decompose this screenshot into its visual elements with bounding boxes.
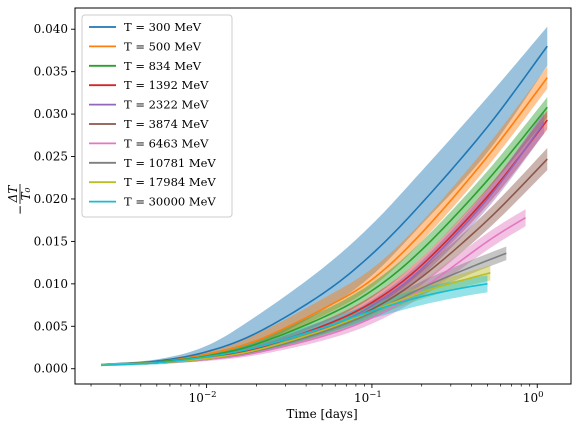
legend-label-3: T = 834 MeV	[124, 59, 202, 73]
y-tick-label-4: 0.015	[34, 234, 68, 248]
x-tick-exponent-2: −1	[369, 390, 382, 400]
x-tick-label-2: 10−1	[354, 390, 382, 405]
series-lines	[101, 45, 548, 367]
y-axis-title-denominator: T₀	[19, 187, 33, 200]
legend-label-4: T = 1392 MeV	[124, 78, 209, 92]
band-series-1	[101, 26, 548, 366]
axes: 0.000 0.005 0.010 0.015 0.020 0.025 0.030 0.035…	[6, 7, 572, 405]
y-tick-label-6: 0.025	[34, 150, 68, 164]
y-tick-label-8: 0.035	[34, 65, 68, 79]
plot-frame	[74, 7, 572, 385]
legend-box	[81, 14, 233, 218]
y-tick-label-3: 0.010	[34, 277, 68, 291]
legend-label-1: T = 300 MeV	[124, 20, 202, 34]
band-series-3	[101, 97, 548, 366]
x-axis-title: Time [days]	[286, 407, 357, 421]
y-tick-label-7: 0.030	[34, 107, 68, 121]
legend-label-7: T = 6463 MeV	[124, 136, 209, 150]
y-axis-title-numerator: ΔT	[6, 185, 20, 204]
line-series-1	[101, 45, 548, 366]
x-tick-label-3: 100	[523, 390, 544, 405]
y-tick-label-2: 0.005	[34, 319, 68, 333]
x-tick-label-1: 10−2	[189, 390, 217, 405]
x-tick-exponent-1: −2	[204, 390, 217, 400]
y-tick-label-5: 0.020	[34, 192, 68, 206]
legend: T = 300 MeV T = 500 MeV T = 834 MeV T = 139…	[81, 14, 233, 218]
y-axis-title-minus: −	[13, 205, 27, 215]
line-series-10	[101, 283, 488, 367]
legend-label-5: T = 2322 MeV	[124, 98, 209, 112]
x-tick-exponent-3: 0	[538, 390, 543, 400]
y-tick-label-1: 0.000	[34, 362, 68, 376]
y-tick-label-9: 0.040	[34, 22, 68, 36]
legend-label-8: T = 10781 MeV	[124, 156, 216, 170]
band-series-5	[101, 111, 545, 366]
band-series-2	[101, 66, 548, 366]
legend-label-9: T = 17984 MeV	[124, 175, 216, 189]
y-axis-title: −ΔT T₀	[6, 184, 33, 215]
legend-label-2: T = 500 MeV	[124, 39, 202, 53]
legend-label-6: T = 3874 MeV	[124, 117, 209, 131]
legend-label-10: T = 30000 MeV	[124, 195, 216, 209]
